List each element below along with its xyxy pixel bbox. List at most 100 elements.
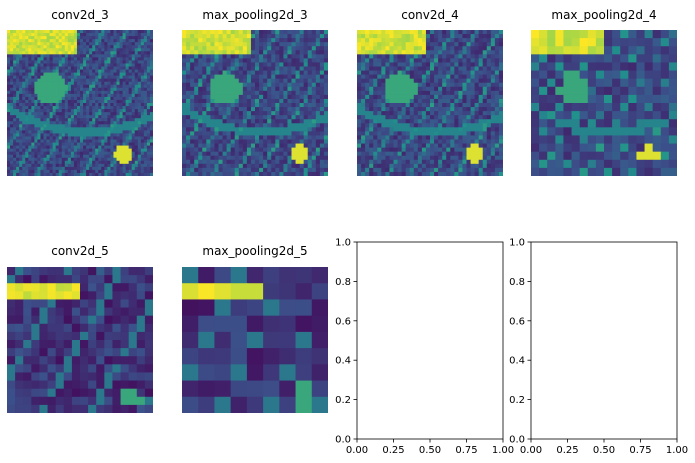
- max-pooling2d-3-cell: [198, 38, 203, 43]
- max-pooling2d-3-cell: [250, 46, 256, 51]
- conv2d-3-cell: [128, 33, 133, 37]
- conv2d-3-cell: [104, 157, 108, 162]
- conv2d-3-cell: [110, 172, 114, 176]
- conv2d-4-cell: [438, 58, 443, 63]
- conv2d-3-cell: [143, 169, 148, 174]
- conv2d-3-cell: [31, 54, 35, 58]
- conv2d-3-cell: [125, 139, 130, 144]
- max-pooling2d-4-cell: [644, 54, 654, 63]
- conv2d-3-cell: [16, 42, 20, 46]
- conv2d-3-cell: [10, 160, 14, 165]
- max-pooling2d-3-cell: [319, 94, 325, 100]
- max-pooling2d-3-cell: [206, 86, 211, 92]
- conv2d-3-cell: [119, 69, 124, 74]
- conv2d-4-cell: [434, 135, 439, 140]
- max-pooling2d-3-cell: [250, 38, 256, 43]
- conv2d-4-cell: [413, 94, 419, 100]
- max-pooling2d-3-cell: [319, 82, 325, 88]
- conv2d-3-cell: [92, 99, 96, 104]
- conv2d-4-cell: [373, 34, 378, 39]
- conv2d-4-cell: [450, 171, 455, 176]
- conv2d-3-cell: [89, 130, 93, 134]
- conv2d-3-cell: [43, 163, 48, 168]
- conv2d-3-cell: [76, 142, 81, 147]
- conv2d-3-cell: [76, 45, 81, 49]
- conv2d-3-cell: [19, 39, 23, 43]
- conv2d-3-cell: [98, 139, 102, 144]
- conv2d-4-cell: [393, 42, 399, 47]
- max-pooling2d-3-cell: [210, 66, 215, 72]
- conv2d-3-cell: [61, 151, 66, 156]
- max-pooling2d-3-cell: [319, 123, 325, 128]
- conv2d-3-cell: [52, 112, 57, 116]
- conv2d-4-cell: [389, 143, 394, 149]
- max-pooling2d-3-cell: [267, 151, 272, 157]
- conv2d-4-cell: [494, 46, 500, 51]
- conv2d-4-cell: [450, 90, 455, 96]
- max-pooling2d-3-cell: [271, 86, 276, 92]
- conv2d-4-cell: [442, 119, 447, 124]
- max-pooling2d-3-cell: [275, 119, 280, 124]
- conv2d-4-cell: [462, 94, 467, 100]
- conv2d-3-cell: [37, 54, 41, 58]
- max-pooling2d-3-cell: [218, 111, 224, 116]
- conv2d-3-cell: [7, 103, 11, 107]
- max-pooling2d-3-cell: [242, 139, 248, 145]
- conv2d-3-cell: [55, 54, 60, 58]
- max-pooling2d-3-cell: [198, 70, 203, 76]
- max-pooling2d-3-cell: [210, 111, 215, 116]
- max-pooling2d-3-cell: [210, 155, 215, 161]
- max-pooling2d-3-cell: [307, 74, 313, 80]
- conv2d-4-cell: [478, 131, 484, 136]
- conv2d-4-cell: [482, 147, 488, 153]
- conv2d-4-cell: [417, 135, 423, 140]
- conv2d-4-cell: [385, 115, 390, 120]
- conv2d-4-cell: [365, 171, 370, 176]
- conv2d-4-cell: [442, 70, 447, 76]
- conv2d-4-cell: [377, 34, 382, 39]
- conv2d-4-cell: [389, 38, 394, 43]
- conv2d-3-cell: [34, 87, 38, 92]
- conv2d-3-cell: [134, 157, 139, 162]
- max-pooling2d-3-cell: [287, 115, 292, 120]
- conv2d-3-cell: [95, 157, 99, 162]
- conv2d-4-cell: [450, 86, 455, 92]
- conv2d-3-cell: [31, 103, 35, 107]
- max-pooling2d-3-cell: [238, 171, 244, 176]
- conv2d-3-cell: [86, 169, 90, 174]
- max-pooling2d-3-cell: [283, 98, 288, 104]
- max-pooling2d-3-cell: [214, 139, 219, 145]
- conv2d-3-cell: [149, 30, 153, 34]
- max-pooling2d-3-cell: [186, 38, 191, 43]
- conv2d-4-cell: [490, 74, 496, 80]
- conv2d-3-cell: [67, 133, 72, 137]
- conv2d-3-cell: [61, 72, 66, 77]
- conv2d-3-cell: [128, 72, 133, 77]
- conv2d-4-cell: [454, 167, 459, 173]
- max-pooling2d-3-cell: [206, 123, 211, 128]
- conv2d-3-cell: [101, 118, 105, 122]
- conv2d-4-cell: [482, 50, 488, 55]
- conv2d-3-cell: [89, 36, 93, 40]
- conv2d-4-cell: [401, 171, 407, 176]
- conv2d-4-cell: [377, 46, 382, 51]
- conv2d-3-cell: [61, 109, 66, 113]
- conv2d-3-cell: [58, 81, 63, 86]
- max-pooling2d-3-cell: [242, 78, 248, 84]
- max-pooling2d-3-cell: [242, 167, 248, 173]
- conv2d-4-cell: [413, 70, 419, 76]
- conv2d-3-cell: [83, 66, 87, 71]
- max-pooling2d-3-cell: [202, 78, 207, 84]
- conv2d-4-cell: [430, 131, 435, 136]
- max-pooling2d-3-cell: [275, 159, 280, 165]
- conv2d-3-cell: [122, 72, 127, 77]
- max-pooling2d-3-cell: [194, 54, 199, 59]
- conv2d-3-cell: [76, 33, 81, 37]
- conv2d-3-cell: [137, 33, 142, 37]
- conv2d-3-cell: [10, 157, 14, 162]
- max-pooling2d-4-cell: [571, 62, 581, 72]
- conv2d-3-cell: [83, 136, 87, 140]
- conv2d-3-cell: [28, 87, 32, 92]
- conv2d-3-cell: [37, 78, 41, 83]
- max-pooling2d-3-cell: [194, 131, 199, 136]
